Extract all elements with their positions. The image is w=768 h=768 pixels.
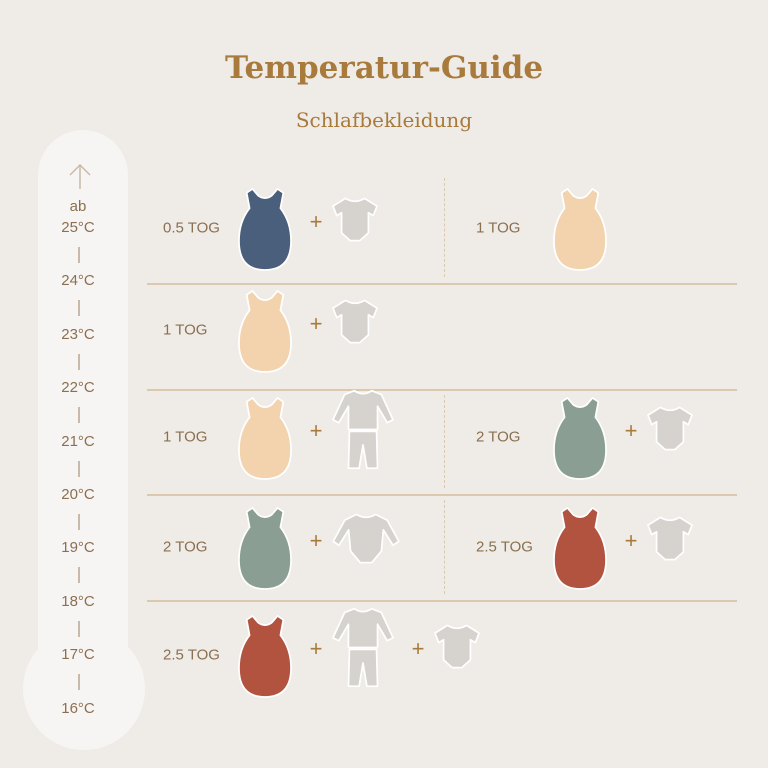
thermometer-tick — [78, 674, 80, 691]
column-divider — [444, 500, 445, 594]
sleeping-bag-icon — [238, 613, 292, 704]
column-divider — [444, 395, 445, 488]
thermometer-tick — [78, 460, 80, 477]
plus-sign: + — [624, 528, 638, 553]
pajamas-icon — [332, 606, 394, 693]
thermometer-tick — [78, 567, 80, 584]
short-sleeve-bodysuit-icon — [434, 623, 480, 676]
long-sleeve-bodysuit-icon — [332, 512, 400, 571]
pajamas-icon — [332, 388, 394, 475]
column-divider — [444, 178, 445, 277]
temp-label: 17°C — [61, 646, 95, 664]
plus-sign: + — [411, 636, 425, 661]
sleeping-bag-icon — [238, 288, 292, 379]
tog-label: 2.5 TOG — [476, 538, 533, 556]
plus-sign: + — [309, 209, 323, 234]
thermometer-tick — [78, 247, 80, 263]
short-sleeve-bodysuit-icon — [332, 196, 378, 249]
plus-sign: + — [309, 418, 323, 443]
short-sleeve-bodysuit-icon — [332, 298, 378, 351]
short-sleeve-bodysuit-icon — [647, 515, 693, 568]
sleeping-bag-icon — [553, 505, 607, 596]
thermometer-tube — [38, 130, 128, 710]
thermometer-tick — [78, 407, 80, 424]
tog-label: 1 TOG — [163, 321, 208, 339]
tog-label: 0.5 TOG — [163, 219, 220, 237]
sleeping-bag-icon — [238, 186, 292, 277]
sleeping-bag-icon — [238, 505, 292, 596]
page-subtitle: Schlafbekleidung — [295, 108, 473, 132]
row-divider — [147, 494, 737, 496]
plus-sign: + — [624, 418, 638, 443]
temp-label: 21°C — [61, 432, 95, 450]
sleeping-bag-icon — [553, 186, 607, 277]
tog-label: 1 TOG — [476, 219, 521, 237]
row-divider — [147, 389, 737, 391]
temp-label: 20°C — [61, 486, 95, 503]
thermometer-tick — [78, 620, 80, 637]
row-divider — [147, 600, 737, 602]
row-divider — [147, 283, 737, 285]
plus-sign: + — [309, 528, 323, 553]
arrow-up-icon — [69, 163, 91, 189]
thermometer-tick — [78, 514, 80, 530]
thermometer-bulb — [23, 628, 145, 750]
tog-label: 2.5 TOG — [163, 646, 220, 664]
temp-label: 23°C — [61, 325, 95, 343]
sleeping-bag-icon — [238, 395, 292, 486]
tog-label: 2 TOG — [476, 428, 521, 446]
sleeping-bag-icon — [553, 395, 607, 486]
tog-label: 1 TOG — [163, 428, 208, 446]
temp-label: 24°C — [61, 272, 95, 290]
thermometer-tick — [78, 353, 80, 370]
temp-label: 18°C — [61, 592, 95, 610]
short-sleeve-bodysuit-icon — [647, 405, 693, 458]
temp-label: 19°C — [61, 539, 95, 557]
tog-label: 2 TOG — [163, 538, 208, 556]
plus-sign: + — [309, 636, 323, 661]
plus-sign: + — [309, 311, 323, 336]
temp-prefix: ab — [69, 198, 87, 215]
thermometer-tick — [78, 300, 80, 317]
page-title: Temperatur-Guide — [224, 50, 544, 86]
temp-label: 22°C — [61, 379, 95, 397]
temp-label: 16°C — [61, 699, 95, 717]
temp-label: 25°C — [61, 219, 95, 236]
